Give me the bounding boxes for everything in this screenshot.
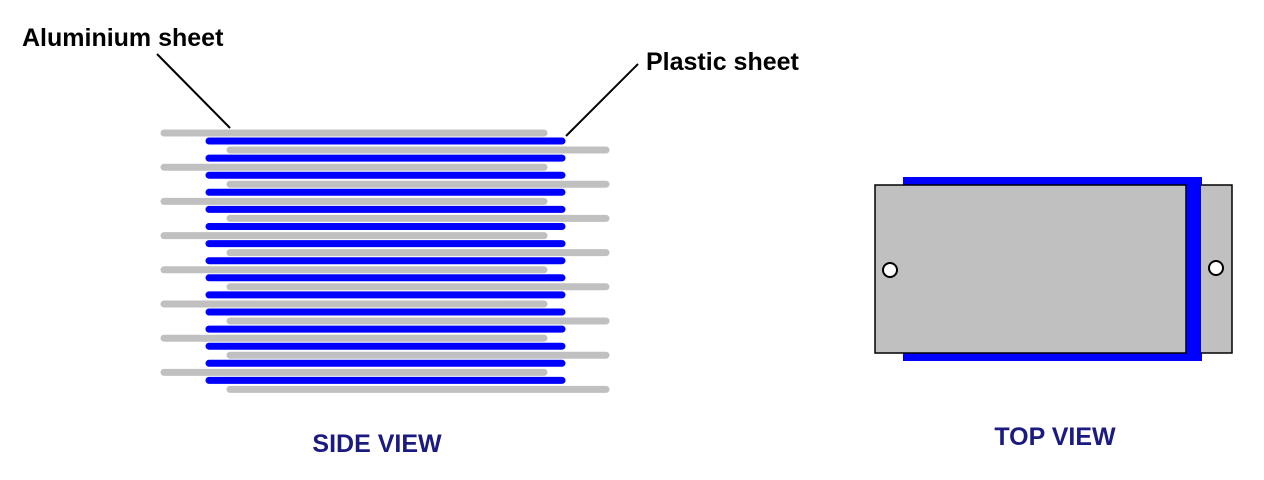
- plastic-sheet-label: Plastic sheet: [646, 48, 800, 76]
- top-view-caption: TOP VIEW: [994, 423, 1116, 451]
- plastic-leader-line: [565, 63, 639, 137]
- side-view-plastic-sheets: [205, 137, 566, 384]
- mounting-hole-right: [1208, 260, 1224, 276]
- side-view-left-aluminium-sheets: [160, 129, 548, 376]
- mounting-hole-left: [882, 262, 898, 278]
- top-view-front-aluminium-sheet: [874, 184, 1187, 354]
- aluminium-leader-line: [156, 53, 231, 129]
- aluminium-sheet-label: Aluminium sheet: [22, 24, 224, 52]
- top-view: [874, 177, 1233, 361]
- side-view-right-aluminium-sheets: [226, 146, 610, 393]
- top-view-plastic-edge: [1186, 177, 1201, 361]
- side-view-caption: SIDE VIEW: [312, 430, 442, 458]
